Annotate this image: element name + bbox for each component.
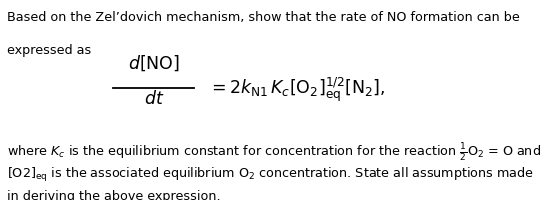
Text: $= 2k_{\mathrm{N1}}\,K_c[\mathrm{O}_2]^{1/2}_{\mathrm{eq}}[\mathrm{N}_2],$: $= 2k_{\mathrm{N1}}\,K_c[\mathrm{O}_2]^{… xyxy=(208,75,385,103)
Text: in deriving the above expression.: in deriving the above expression. xyxy=(7,189,221,200)
Text: $d$[NO]: $d$[NO] xyxy=(128,54,180,73)
Text: where $K_c$ is the equilibrium constant for concentration for the reaction $\fra: where $K_c$ is the equilibrium constant … xyxy=(7,140,540,162)
Text: $dt$: $dt$ xyxy=(144,90,164,108)
Text: [O2]$_{\mathrm{eq}}$ is the associated equilibrium O$_2$ concentration. State al: [O2]$_{\mathrm{eq}}$ is the associated e… xyxy=(7,165,534,183)
Text: expressed as: expressed as xyxy=(7,44,91,57)
Text: Based on the Zel’dovich mechanism, show that the rate of NO formation can be: Based on the Zel’dovich mechanism, show … xyxy=(7,11,520,24)
